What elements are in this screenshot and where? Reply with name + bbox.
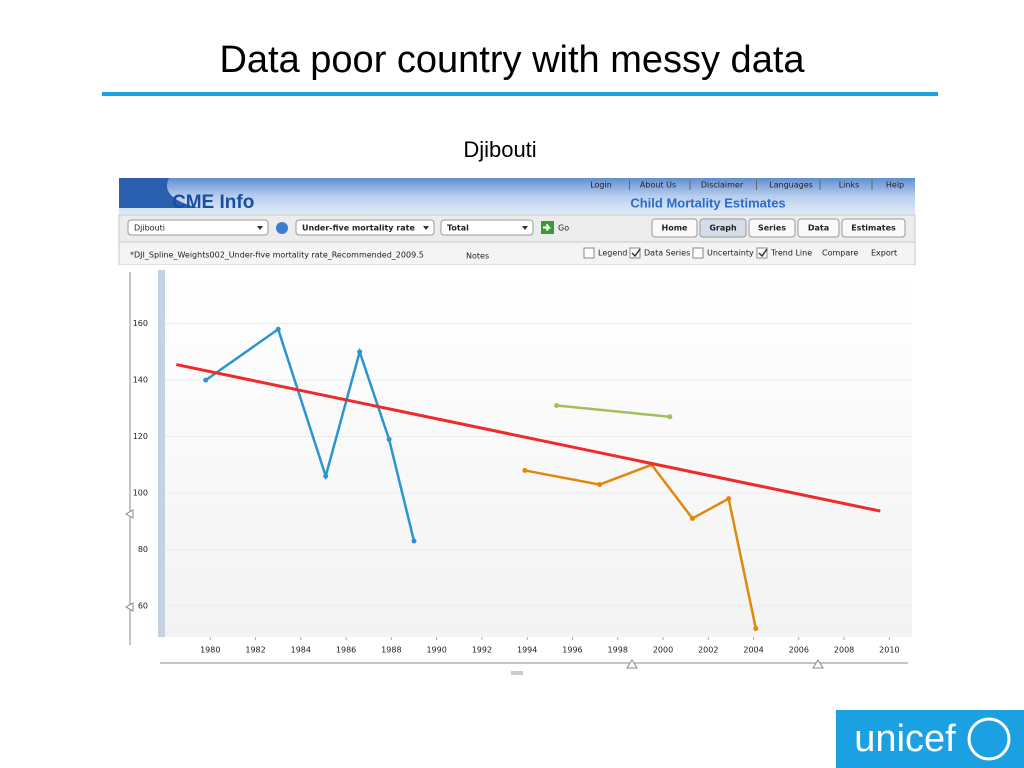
nav-button[interactable] xyxy=(797,218,840,238)
x-tick-label: 1984 xyxy=(291,646,311,655)
data-point xyxy=(357,349,363,355)
data-point xyxy=(386,436,392,442)
y-tick-label: 120 xyxy=(133,432,148,441)
data-point xyxy=(522,467,528,473)
go-label[interactable]: Go xyxy=(558,224,569,233)
x-tick-label: 1996 xyxy=(562,646,582,655)
y-band xyxy=(158,270,165,637)
data-point xyxy=(275,326,281,332)
nav-button-label: Estimates xyxy=(851,224,896,233)
go-arrow xyxy=(543,223,552,232)
slide-subtitle: Djibouti xyxy=(463,137,536,162)
file-name: *DJI_Spline_Weights002_Under-five mortal… xyxy=(130,251,424,260)
checkmark xyxy=(631,248,641,258)
nav-button[interactable] xyxy=(651,218,698,238)
option-label: Data Series xyxy=(644,249,690,258)
dropdown[interactable] xyxy=(295,219,435,236)
series-line xyxy=(205,327,416,542)
data-point xyxy=(597,482,603,488)
y-tick-label: 160 xyxy=(133,319,148,328)
resize-grip[interactable] xyxy=(511,671,523,675)
nav-button[interactable] xyxy=(841,218,906,238)
logo-text: unicef xyxy=(854,718,956,760)
x-tick-label: 1982 xyxy=(245,646,265,655)
logo-emblem xyxy=(967,717,1011,761)
checkbox[interactable] xyxy=(756,247,768,259)
y-slider-handles[interactable] xyxy=(124,509,134,612)
nav-link[interactable]: Help xyxy=(886,181,904,190)
data-point xyxy=(726,496,732,502)
title-rule xyxy=(102,92,938,96)
series-line xyxy=(524,463,758,629)
checkbox[interactable] xyxy=(583,247,595,259)
x-tick-label: 2004 xyxy=(743,646,763,655)
data-point xyxy=(554,403,560,409)
x-tick-label: 1988 xyxy=(381,646,401,655)
plot-area xyxy=(165,270,912,637)
y-tick-label: 80 xyxy=(138,545,148,554)
nav-button[interactable] xyxy=(699,218,747,238)
nav-button-label: Graph xyxy=(709,224,737,233)
brand: CME Info xyxy=(172,192,254,213)
x-tick-label: 2006 xyxy=(789,646,809,655)
nav-button[interactable] xyxy=(748,218,796,238)
dropdown-arrow xyxy=(522,226,528,230)
y-tick-label: 100 xyxy=(133,489,148,498)
x-tick-label: 1992 xyxy=(472,646,492,655)
option-label: Trend Line xyxy=(770,249,812,258)
nav-link[interactable]: Languages xyxy=(769,181,813,190)
nav-link[interactable]: Disclaimer xyxy=(701,181,744,190)
x-tick-label: 2008 xyxy=(834,646,854,655)
x-slider-handles[interactable] xyxy=(626,659,824,669)
nav-link[interactable]: Login xyxy=(590,181,612,190)
slide-title: Data poor country with messy data xyxy=(219,39,805,81)
x-tick-label: 1998 xyxy=(608,646,628,655)
data-point xyxy=(753,626,759,632)
series-line xyxy=(176,363,881,513)
data-point xyxy=(667,414,673,420)
nav-button-label: Home xyxy=(662,224,689,233)
action-link[interactable]: Compare xyxy=(822,249,858,258)
dropdown-arrow xyxy=(257,226,263,230)
action-link[interactable]: Export xyxy=(871,249,897,258)
x-tick-label: 2002 xyxy=(698,646,718,655)
checkmark xyxy=(758,248,768,258)
y-tick-label: 140 xyxy=(133,376,148,385)
banner xyxy=(119,178,915,215)
x-tick-label: 2000 xyxy=(653,646,673,655)
nav-link[interactable]: About Us xyxy=(640,181,676,190)
dropdown[interactable] xyxy=(127,219,269,236)
checkbox[interactable] xyxy=(629,247,641,259)
y-tick-label: 60 xyxy=(138,601,148,610)
data-point xyxy=(323,473,329,479)
x-tick-label: 1990 xyxy=(426,646,446,655)
data-point xyxy=(689,515,695,521)
x-tick-label: 1986 xyxy=(336,646,356,655)
info-icon[interactable] xyxy=(276,222,288,234)
dropdown[interactable] xyxy=(440,219,534,236)
brand-logo xyxy=(119,178,199,208)
data-point xyxy=(203,377,209,383)
option-label: Uncertainty xyxy=(707,249,754,258)
dropdown-value: Total xyxy=(447,224,469,233)
notes-link[interactable]: Notes xyxy=(466,252,489,261)
checkbox[interactable] xyxy=(692,247,704,259)
banner-title: Child Mortality Estimates xyxy=(630,195,785,210)
nav-link[interactable]: Links xyxy=(839,181,860,190)
x-tick-label: 1994 xyxy=(517,646,537,655)
dropdown-value: Djibouti xyxy=(134,224,165,233)
data-point xyxy=(411,538,417,544)
nav-button-label: Series xyxy=(758,224,786,233)
option-label: Legend xyxy=(598,249,627,258)
dropdown-value: Under-five mortality rate xyxy=(302,224,415,233)
series-line xyxy=(556,404,670,419)
dropdown-arrow xyxy=(423,226,429,230)
x-tick-label: 1980 xyxy=(200,646,220,655)
nav-button-label: Data xyxy=(808,224,829,233)
x-tick-label: 2010 xyxy=(879,646,899,655)
